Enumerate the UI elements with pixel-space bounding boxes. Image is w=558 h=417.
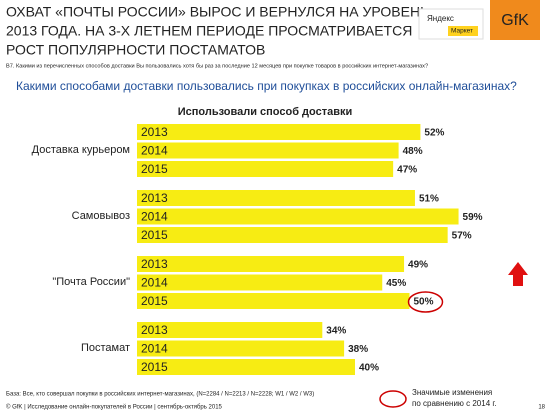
category-label: "Почта России" [52, 276, 130, 288]
question-note: В7. Какими из перечисленных способов дос… [6, 62, 428, 69]
value-label: 45% [386, 278, 406, 289]
value-label: 49% [408, 260, 428, 271]
bar [137, 142, 399, 159]
bar-year-label: 2013 [141, 257, 168, 271]
legend-note: по сравнению с 2014 г. [412, 399, 497, 408]
bar [137, 208, 459, 225]
bar [137, 274, 383, 291]
bar-year-label: 2013 [141, 191, 168, 205]
bar [137, 124, 421, 140]
title-line: 2013 ГОДА. НА 3-Х ЛЕТНЕМ ПЕРИОДЕ ПРОСМАТ… [6, 23, 412, 39]
bar-year-label: 2015 [141, 228, 168, 242]
value-label: 38% [348, 344, 368, 355]
market-box [448, 26, 478, 36]
bar-year-label: 2013 [141, 125, 168, 139]
value-label: 40% [359, 363, 379, 374]
gfk-logo [490, 0, 540, 40]
bar [137, 340, 345, 357]
bar-year-label: 2013 [141, 323, 168, 337]
bar-year-label: 2015 [141, 360, 168, 374]
bar [137, 322, 323, 338]
bar-year-label: 2014 [141, 342, 168, 356]
value-label: 48% [403, 146, 423, 157]
market-text: Маркет [451, 28, 473, 35]
value-label: 57% [452, 231, 472, 242]
title-line: РОСТ ПОПУЛЯРНОСТИ ПОСТАМАТОВ [6, 42, 265, 58]
bar [137, 190, 415, 206]
value-label: 51% [419, 194, 439, 205]
significance-circle [407, 291, 444, 313]
bar [137, 161, 394, 177]
bar [137, 359, 355, 375]
page-number: 18 [538, 405, 545, 411]
chart-title: Использовали способ доставки [178, 106, 353, 118]
category-label: Постамат [81, 342, 130, 354]
legend-note: Значимые изменения [412, 388, 492, 397]
value-label: 50% [414, 297, 434, 308]
question: Какими способами доставки пользовались п… [16, 79, 517, 93]
bar [137, 293, 410, 309]
bar-year-label: 2014 [141, 144, 168, 158]
title-line: ОХВАТ «ПОЧТЫ РОССИИ» ВЫРОС И ВЕРНУЛСЯ НА… [6, 4, 429, 20]
value-label: 52% [424, 128, 444, 139]
bar-year-label: 2015 [141, 294, 168, 308]
bar-year-label: 2014 [141, 276, 168, 290]
category-label: Доставка курьером [32, 144, 130, 156]
legend-circle [379, 390, 407, 408]
yandex-text: Яндекс [427, 14, 454, 23]
bar-year-label: 2015 [141, 162, 168, 176]
footer-source: © GfK | Исследование онлайн-покупателей … [6, 404, 223, 411]
category-label: Самовывоз [72, 210, 130, 222]
bar [137, 227, 448, 243]
value-label: 47% [397, 165, 417, 176]
footer-base: База: Все, кто совершал покупки в россий… [6, 391, 314, 398]
increase-arrow [508, 262, 528, 286]
bar-year-label: 2014 [141, 210, 168, 224]
bar [137, 256, 405, 272]
value-label: 59% [463, 212, 483, 223]
value-label: 34% [326, 326, 346, 337]
gfk-text: GfK [501, 12, 529, 29]
